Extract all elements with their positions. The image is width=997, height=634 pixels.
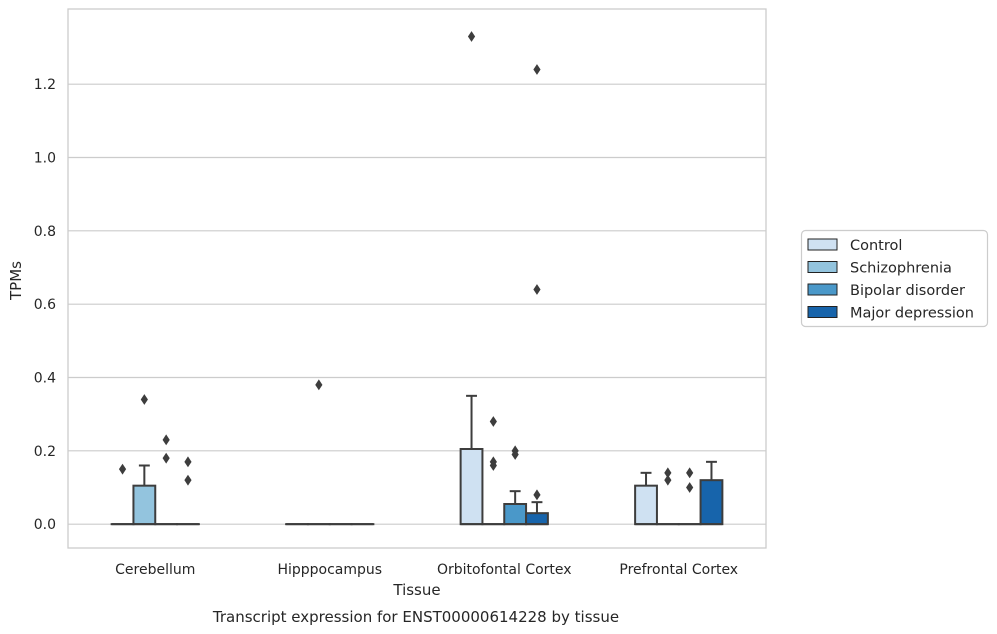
outlier-point xyxy=(162,452,170,464)
box-group xyxy=(525,64,549,526)
y-gridlines xyxy=(68,83,766,525)
legend-frame xyxy=(800,229,989,328)
legend-swatch xyxy=(807,306,838,318)
chart-caption: Transcript expression for ENST0000061422… xyxy=(212,608,619,626)
box xyxy=(525,512,549,526)
outlier-point xyxy=(467,31,476,42)
y-axis-ticks: 0.0 0.2 0.4 0.6 0.8 1.0 1.2 xyxy=(34,77,56,533)
legend-label: Control xyxy=(850,238,902,254)
plot-frame xyxy=(67,8,767,549)
outlier-point xyxy=(489,416,497,427)
y-tick-label: 0.6 xyxy=(34,297,56,313)
box xyxy=(132,484,157,526)
box-group xyxy=(655,467,680,526)
box-group xyxy=(699,460,724,526)
legend-label: Schizophrenia xyxy=(850,261,952,277)
box xyxy=(503,503,528,526)
box-plot-marks xyxy=(110,31,724,526)
legend-swatch xyxy=(807,283,838,296)
box-group xyxy=(306,379,331,526)
box xyxy=(634,484,658,526)
y-tick-label: 0.8 xyxy=(34,224,56,240)
outlier-point xyxy=(533,284,541,295)
y-tick-label: 1.2 xyxy=(34,77,56,93)
box xyxy=(459,448,484,526)
y-tick-label: 0.2 xyxy=(34,444,56,460)
x-tick-label: Cerebellum xyxy=(115,562,195,578)
legend-label: Bipolar disorder xyxy=(850,283,965,299)
box-group xyxy=(132,394,157,526)
y-tick-label: 1.0 xyxy=(34,151,56,167)
box-group xyxy=(481,416,506,526)
legend: Control Schizophrenia Bipolar disorder Majo… xyxy=(800,229,989,328)
outlier-point xyxy=(315,379,323,391)
outlier-point xyxy=(664,467,672,479)
outlier-point xyxy=(686,467,694,479)
outlier-point xyxy=(118,463,127,475)
outlier-point xyxy=(686,482,694,493)
box-group xyxy=(154,434,179,526)
legend-swatch xyxy=(807,238,838,251)
outlier-point xyxy=(489,460,497,471)
box-group xyxy=(110,463,135,526)
outlier-point xyxy=(533,64,541,75)
legend-label: Major depression xyxy=(850,306,974,322)
x-tick-label: Prefrontal Cortex xyxy=(619,562,738,578)
outlier-point xyxy=(140,394,148,405)
x-axis-ticks: Cerebellum Hipppocampus Orbitofontal Corte… xyxy=(115,562,738,578)
y-tick-label: 0.4 xyxy=(34,371,56,387)
outlier-point xyxy=(184,456,192,468)
box xyxy=(699,479,724,526)
outlier-point xyxy=(162,434,170,446)
box-group xyxy=(176,456,200,526)
outlier-point xyxy=(511,449,519,460)
x-axis-title: Tissue xyxy=(392,581,440,599)
outlier-point xyxy=(664,474,672,486)
box-group xyxy=(677,467,702,526)
y-tick-label: 0.0 xyxy=(34,517,56,533)
box-group xyxy=(459,31,484,526)
outlier-point xyxy=(184,474,192,486)
y-axis-title: TPMs xyxy=(7,261,25,301)
box-group xyxy=(634,471,658,526)
x-tick-label: Orbitofontal Cortex xyxy=(437,562,572,578)
box-group xyxy=(503,445,528,526)
legend-swatch xyxy=(807,261,838,273)
outlier-point xyxy=(533,489,541,501)
x-tick-label: Hipppocampus xyxy=(277,562,382,578)
